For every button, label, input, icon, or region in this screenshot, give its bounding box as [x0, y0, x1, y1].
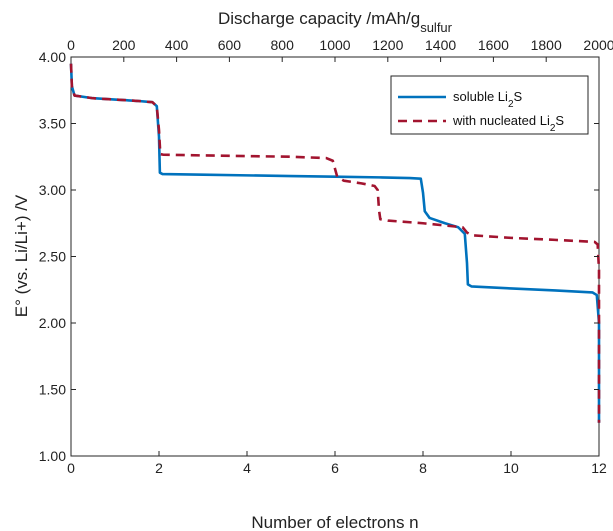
series-layer	[69, 63, 601, 423]
series-line-soluble	[69, 63, 601, 423]
legend-label-soluble: soluble Li2S	[453, 89, 523, 110]
y-tick-label: 2.50	[39, 249, 66, 265]
x-tick-label: 4	[243, 460, 251, 476]
x2-tick-label: 1200	[372, 37, 403, 53]
tick-marks	[70, 56, 600, 457]
x2-tick-label: 0	[67, 37, 75, 53]
x2-tick-label: 600	[218, 37, 242, 53]
legend-label-nucleated-part3: S	[555, 113, 564, 128]
y-tick-label: 2.00	[39, 315, 66, 331]
top-axis-title-main: Discharge capacity /mAh/g	[218, 9, 420, 28]
x2-tick-label: 1600	[478, 37, 509, 53]
y-tick-label: 1.50	[39, 382, 66, 398]
x2-tick-label: 800	[271, 37, 295, 53]
x2-tick-label: 1400	[425, 37, 456, 53]
x2-tick-label: 2000	[583, 37, 613, 53]
legend-label-nucleated-part1: with nucleated Li	[452, 113, 550, 128]
series-line-nucleated	[69, 63, 601, 423]
x-tick-label: 0	[67, 460, 75, 476]
x-tick-label: 10	[503, 460, 519, 476]
legend-label-nucleated: with nucleated Li2S	[452, 113, 564, 134]
top-axis-title-sub: sulfur	[420, 20, 452, 35]
legend-label-soluble-part3: S	[514, 89, 523, 104]
x2-tick-label: 400	[165, 37, 189, 53]
x2-tick-label: 1000	[319, 37, 350, 53]
y-tick-label: 4.00	[39, 49, 66, 65]
legend-label-nucleated-sub: 2	[550, 123, 556, 134]
x-axis-title: Number of electrons n	[251, 513, 418, 531]
x-tick-label: 12	[591, 460, 607, 476]
y-tick-label: 3.50	[39, 116, 66, 132]
legend-label-soluble-sub: 2	[508, 99, 514, 110]
top-axis-title: Discharge capacity /mAh/gsulfur	[218, 9, 453, 35]
x-tick-label: 2	[155, 460, 163, 476]
y-tick-label: 3.00	[39, 182, 66, 198]
y-axis-title: E° (vs. Li/Li+) /V	[12, 194, 31, 317]
legend-label-soluble-part1: soluble Li	[453, 89, 508, 104]
legend: soluble Li2S with nucleated Li2S	[390, 75, 589, 135]
tick-labels: 0 2 4 6 8 10 12 0 200 400 600 800 1000 1200 1400 1600 18…	[39, 37, 613, 476]
x-tick-label: 6	[331, 460, 339, 476]
x-tick-label: 8	[419, 460, 427, 476]
x2-tick-label: 200	[112, 37, 136, 53]
legend-box	[390, 75, 589, 135]
y-tick-label: 1.00	[39, 448, 66, 464]
x2-tick-label: 1800	[531, 37, 562, 53]
